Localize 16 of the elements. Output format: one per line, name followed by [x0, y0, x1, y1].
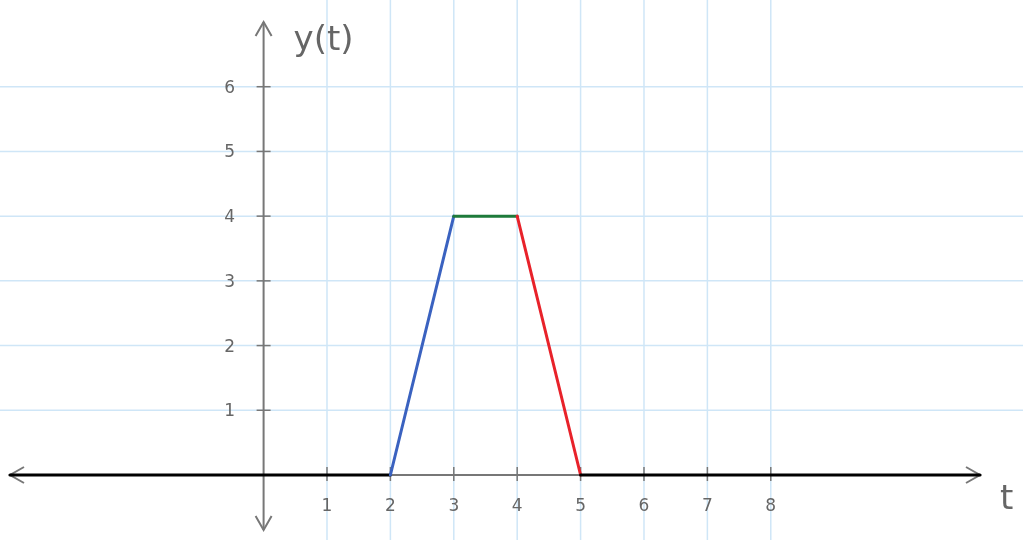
y-tick-label: 3 — [224, 270, 236, 291]
y-axis-title: y(t) — [293, 18, 354, 58]
x-axis-title: t — [1000, 476, 1014, 517]
x-tick-label: 8 — [765, 494, 777, 515]
x-tick-label: 2 — [384, 494, 396, 515]
x-tick-label: 3 — [448, 494, 460, 515]
x-tick-label: 6 — [638, 494, 650, 515]
x-tick-label: 4 — [511, 494, 523, 515]
y-tick-label: 6 — [224, 76, 236, 97]
y-tick-label: 1 — [224, 400, 236, 421]
y-tick-label: 4 — [224, 206, 236, 227]
x-tick-label: 5 — [575, 494, 586, 515]
y-tick-label: 5 — [224, 141, 236, 162]
x-tick-label: 1 — [321, 494, 333, 515]
x-tick-label: 7 — [701, 494, 713, 515]
y-tick-label: 2 — [224, 335, 236, 356]
